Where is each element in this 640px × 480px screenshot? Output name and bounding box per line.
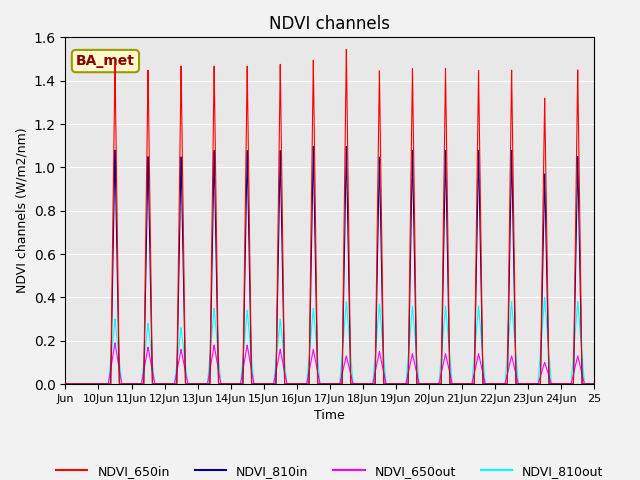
X-axis label: Time: Time	[314, 409, 345, 422]
Title: NDVI channels: NDVI channels	[269, 15, 390, 33]
Text: BA_met: BA_met	[76, 54, 135, 68]
Y-axis label: NDVI channels (W/m2/nm): NDVI channels (W/m2/nm)	[15, 128, 28, 293]
Legend: NDVI_650in, NDVI_810in, NDVI_650out, NDVI_810out: NDVI_650in, NDVI_810in, NDVI_650out, NDV…	[51, 459, 609, 480]
